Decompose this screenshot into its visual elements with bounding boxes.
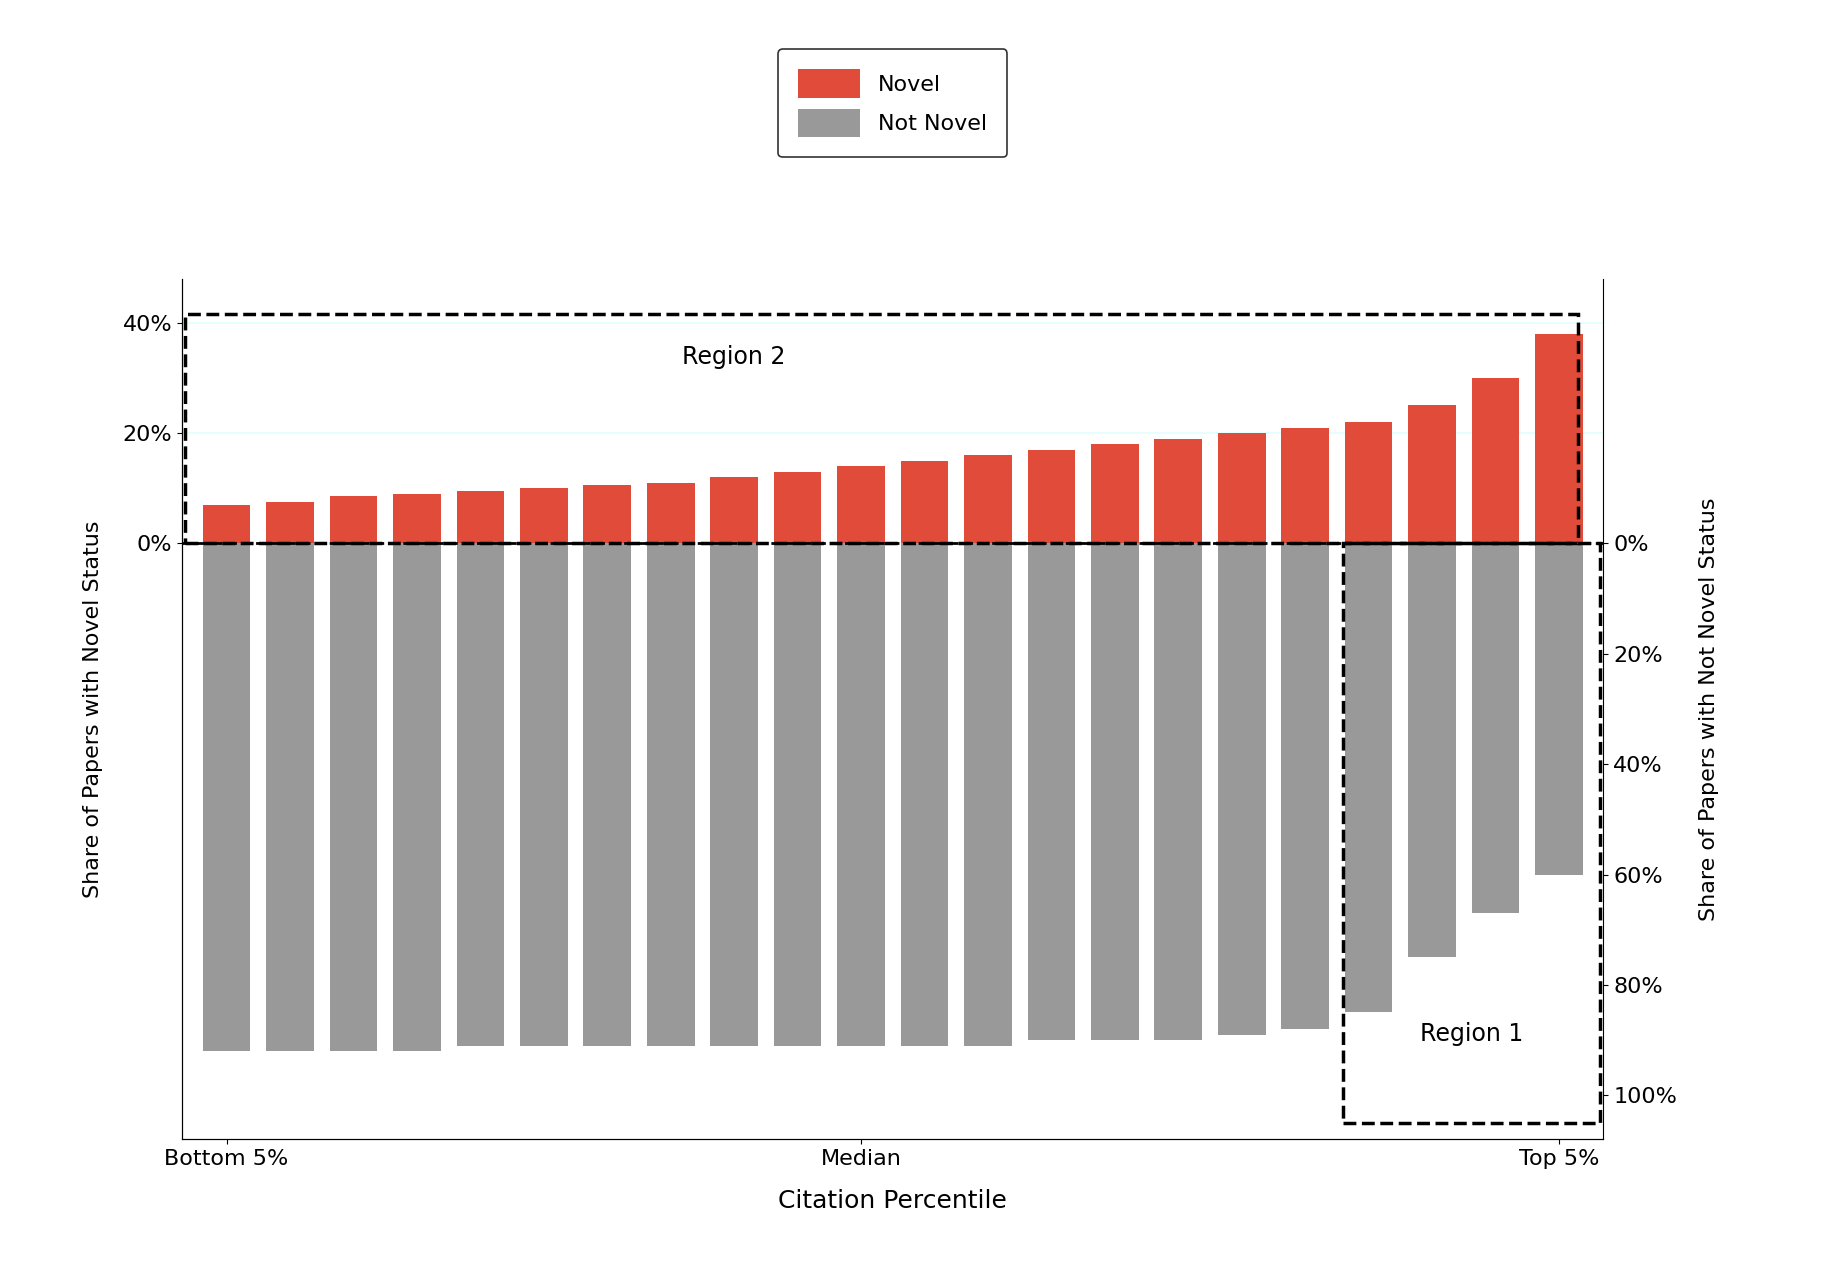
- X-axis label: Citation Percentile: Citation Percentile: [778, 1189, 1008, 1213]
- Bar: [266, 543, 313, 1051]
- Bar: [1536, 334, 1583, 543]
- Bar: [1345, 422, 1392, 543]
- Bar: [1408, 543, 1456, 957]
- Bar: [774, 543, 822, 1046]
- Bar: [1472, 543, 1520, 913]
- Bar: [1091, 444, 1139, 543]
- Bar: [964, 543, 1011, 1046]
- Bar: [583, 543, 630, 1046]
- Bar: [1281, 428, 1328, 543]
- Bar: [1155, 543, 1203, 1041]
- Bar: [202, 543, 250, 1051]
- Bar: [900, 543, 947, 1046]
- Legend: Novel, Not Novel: Novel, Not Novel: [778, 49, 1008, 157]
- Bar: [838, 543, 885, 1046]
- Text: Region 2: Region 2: [683, 344, 785, 368]
- Bar: [457, 491, 505, 543]
- Bar: [1536, 543, 1583, 875]
- Bar: [1091, 543, 1139, 1041]
- Bar: [583, 485, 630, 543]
- Bar: [838, 466, 885, 543]
- Bar: [1217, 433, 1266, 543]
- Bar: [774, 472, 822, 543]
- Bar: [1217, 543, 1266, 1034]
- Bar: [202, 505, 250, 543]
- Bar: [1281, 543, 1328, 1029]
- Bar: [186, 314, 1578, 543]
- Bar: [519, 543, 568, 1046]
- Bar: [1408, 405, 1456, 543]
- Bar: [457, 543, 505, 1046]
- Bar: [1472, 377, 1520, 543]
- Bar: [1028, 449, 1075, 543]
- Bar: [1345, 543, 1392, 1013]
- Bar: [711, 477, 758, 543]
- Bar: [1155, 438, 1203, 543]
- Bar: [394, 543, 441, 1051]
- Bar: [1028, 543, 1075, 1041]
- Y-axis label: Share of Papers with Novel Status: Share of Papers with Novel Status: [84, 520, 104, 898]
- Bar: [330, 543, 377, 1051]
- Y-axis label: Share of Papers with Not Novel Status: Share of Papers with Not Novel Status: [1700, 498, 1720, 920]
- Bar: [900, 461, 947, 543]
- Bar: [519, 489, 568, 543]
- Bar: [330, 496, 377, 543]
- Bar: [964, 454, 1011, 543]
- Bar: [1343, 543, 1600, 1123]
- Text: Region 1: Region 1: [1419, 1022, 1523, 1046]
- Bar: [394, 494, 441, 543]
- Bar: [711, 543, 758, 1046]
- Bar: [647, 543, 694, 1046]
- Bar: [266, 503, 313, 543]
- Bar: [647, 482, 694, 543]
